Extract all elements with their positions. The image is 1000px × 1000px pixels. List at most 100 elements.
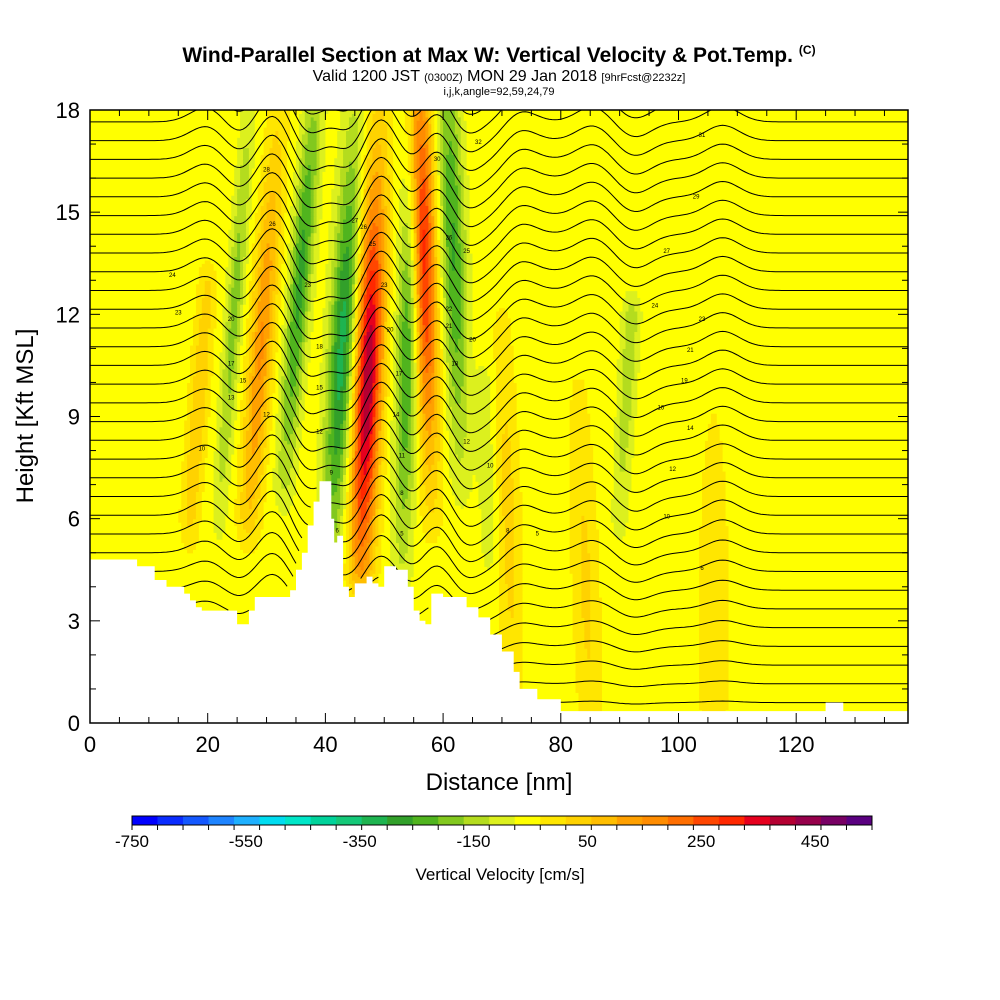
w-cell <box>587 525 597 530</box>
w-cell <box>398 464 412 469</box>
w-cell <box>440 368 444 373</box>
w-cell <box>348 355 353 360</box>
w-cell <box>357 362 362 367</box>
w-cell <box>213 344 224 349</box>
w-cell <box>187 549 194 554</box>
w-cell <box>413 362 418 367</box>
w-cell <box>410 453 415 458</box>
w-cell <box>266 440 271 445</box>
w-cell <box>390 436 397 441</box>
w-cell <box>243 327 247 332</box>
w-cell <box>437 399 441 404</box>
w-cell <box>237 443 244 448</box>
w-cell <box>369 556 374 561</box>
w-cell <box>251 436 259 441</box>
w-cell <box>413 552 485 557</box>
w-cell <box>510 327 621 332</box>
w-cell <box>728 634 908 639</box>
w-cell <box>499 532 506 537</box>
w-cell <box>340 494 344 499</box>
w-cell <box>348 576 353 581</box>
w-cell <box>440 389 444 394</box>
w-cell <box>337 331 341 336</box>
w-cell <box>522 549 571 554</box>
w-cell <box>245 447 253 452</box>
w-cell <box>225 344 229 349</box>
w-cell <box>699 644 730 649</box>
w-cell <box>499 566 506 571</box>
w-cell <box>499 627 524 632</box>
w-cell <box>448 368 453 373</box>
w-cell <box>396 344 400 349</box>
w-cell <box>363 464 368 469</box>
w-cell <box>243 481 247 486</box>
w-cell <box>437 379 441 384</box>
w-cell <box>396 477 400 482</box>
w-cell <box>278 324 282 329</box>
w-cell <box>448 327 453 332</box>
w-cell <box>219 460 226 465</box>
w-cell <box>248 351 253 356</box>
w-cell <box>410 372 415 377</box>
w-cell <box>407 481 415 486</box>
w-cell <box>272 375 276 380</box>
w-cell <box>366 566 374 571</box>
w-cell <box>504 576 515 581</box>
w-cell <box>190 413 206 418</box>
w-cell <box>410 464 415 469</box>
w-cell <box>381 447 385 452</box>
w-cell <box>343 505 347 510</box>
w-cell <box>260 460 265 465</box>
w-cell <box>369 528 374 533</box>
w-cell <box>493 464 497 469</box>
w-cell <box>190 447 203 452</box>
w-cell <box>390 358 394 363</box>
w-cell <box>354 508 359 513</box>
w-cell <box>699 637 730 642</box>
w-cell <box>490 440 497 445</box>
w-cell <box>466 365 477 370</box>
w-cell <box>240 406 247 411</box>
w-cell <box>454 433 468 438</box>
w-cell <box>195 508 203 513</box>
w-cell <box>351 385 356 390</box>
w-cell <box>331 491 335 496</box>
w-cell <box>407 586 500 591</box>
w-cell <box>513 579 524 584</box>
w-cell <box>369 467 374 472</box>
w-cell <box>213 505 229 510</box>
w-cell <box>345 338 350 343</box>
w-cell <box>216 402 224 407</box>
w-cell <box>228 365 235 370</box>
w-cell <box>263 508 279 513</box>
w-cell <box>295 406 300 411</box>
w-cell <box>210 379 221 384</box>
w-cell <box>369 511 374 516</box>
w-cell <box>201 494 215 499</box>
w-cell <box>398 457 412 462</box>
w-cell <box>248 402 253 407</box>
w-cell <box>407 423 412 428</box>
w-cell <box>448 365 453 370</box>
w-cell <box>354 481 359 486</box>
w-cell <box>257 505 265 510</box>
valid-date: MON 29 Jan 2018 <box>467 68 597 85</box>
w-cell <box>584 382 618 387</box>
w-cell <box>451 484 474 489</box>
w-cell <box>234 508 241 513</box>
w-cell <box>201 426 209 431</box>
w-cell <box>251 426 262 431</box>
w-cell <box>466 341 474 346</box>
w-cell <box>228 327 238 332</box>
w-cell <box>390 515 397 520</box>
w-cell <box>363 338 368 343</box>
w-cell <box>360 344 365 349</box>
w-cell <box>213 460 221 465</box>
w-cell <box>343 511 347 516</box>
w-cell <box>513 511 524 516</box>
w-cell <box>437 351 441 356</box>
w-cell <box>228 488 238 493</box>
w-cell <box>493 457 497 462</box>
w-cell <box>357 385 362 390</box>
w-cell <box>213 331 224 336</box>
